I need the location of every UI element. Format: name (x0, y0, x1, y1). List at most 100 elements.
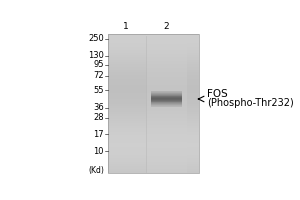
Bar (146, 69, 188, 70)
Bar (108, 60, 199, 61)
Bar (108, 51, 199, 53)
Bar (108, 126, 199, 127)
Bar (108, 121, 199, 122)
Bar (108, 67, 199, 68)
Bar (146, 35, 188, 36)
Bar (108, 92, 199, 93)
Bar (108, 136, 199, 137)
Bar (108, 89, 199, 90)
Text: 130: 130 (88, 51, 104, 60)
Bar (108, 55, 199, 56)
Bar (108, 111, 199, 112)
Bar (146, 54, 188, 55)
Bar (108, 106, 199, 107)
Bar (108, 34, 199, 173)
Bar (146, 65, 188, 67)
Bar (152, 103, 182, 104)
Bar (146, 39, 188, 40)
Bar (152, 96, 182, 97)
Bar (108, 100, 199, 101)
Bar (152, 104, 182, 105)
Bar (146, 166, 188, 168)
Bar (108, 50, 199, 51)
Bar (146, 46, 188, 47)
Bar (108, 58, 199, 60)
Bar (108, 96, 199, 97)
Bar (146, 107, 188, 108)
Bar (146, 110, 188, 111)
Bar (146, 106, 188, 107)
Text: 250: 250 (88, 34, 104, 43)
Bar (108, 75, 199, 76)
Bar (152, 92, 182, 93)
Bar (108, 80, 199, 82)
Bar (146, 139, 188, 140)
Bar (108, 125, 199, 126)
Bar (146, 55, 188, 56)
Bar (146, 43, 188, 44)
Bar (146, 76, 188, 77)
Bar (108, 114, 199, 115)
Bar (108, 101, 199, 103)
Bar (146, 116, 188, 118)
Bar (108, 143, 199, 144)
Text: 2: 2 (164, 22, 169, 31)
Bar (108, 104, 199, 105)
Bar (108, 172, 199, 173)
Bar (146, 118, 188, 119)
Bar (146, 147, 188, 148)
Bar (108, 78, 199, 79)
Bar (108, 169, 199, 170)
Bar (108, 137, 199, 139)
Bar (146, 113, 188, 114)
Bar (108, 53, 199, 54)
Bar (108, 86, 199, 87)
Bar (108, 103, 199, 104)
Bar (108, 139, 199, 140)
Bar (146, 157, 188, 158)
Bar (108, 76, 199, 77)
Bar (146, 67, 188, 68)
Bar (146, 156, 188, 157)
Bar (108, 36, 199, 37)
Bar (108, 116, 199, 118)
Bar (146, 165, 188, 166)
Bar (152, 100, 182, 101)
Bar (146, 53, 188, 54)
Bar (108, 149, 199, 150)
Bar (146, 60, 188, 61)
Bar (146, 83, 188, 84)
Bar (146, 64, 188, 65)
Bar (108, 37, 199, 39)
Bar (152, 106, 182, 107)
Bar (108, 56, 199, 57)
Bar (146, 104, 188, 105)
Bar (146, 40, 188, 41)
Text: 28: 28 (93, 113, 104, 122)
Bar (108, 120, 199, 121)
Bar (146, 162, 188, 163)
Bar (108, 70, 199, 71)
Bar (146, 86, 188, 87)
Bar (146, 82, 188, 83)
Bar (146, 134, 188, 135)
Bar (108, 110, 199, 111)
Bar (108, 83, 199, 84)
Bar (108, 159, 199, 161)
Bar (146, 159, 188, 161)
Bar (108, 61, 199, 62)
Bar (108, 85, 199, 86)
Bar (108, 112, 199, 113)
Bar (146, 90, 188, 91)
Bar (146, 158, 188, 159)
Bar (108, 97, 199, 98)
Bar (146, 125, 188, 126)
Bar (146, 129, 188, 130)
Bar (108, 108, 199, 110)
Bar (108, 46, 199, 47)
Bar (146, 136, 188, 137)
Bar (108, 99, 199, 100)
Bar (108, 168, 199, 169)
Bar (146, 169, 188, 170)
Bar (108, 39, 199, 40)
